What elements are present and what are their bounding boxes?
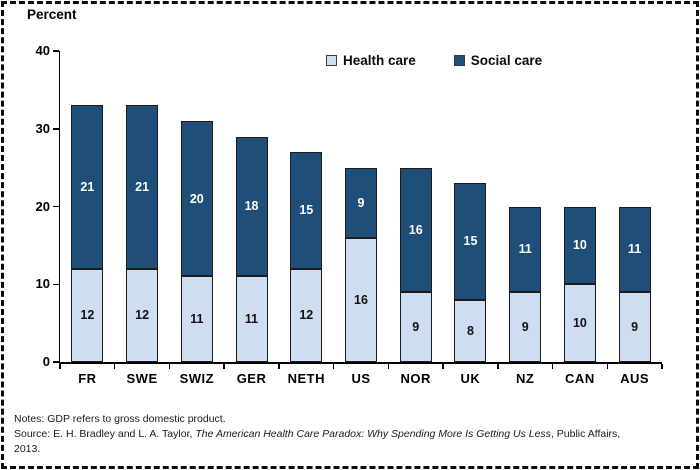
bar-NOR-social-value: 16 <box>408 222 423 237</box>
bar-GER-health-segment: 11 <box>235 276 268 362</box>
y-tick-30 <box>53 128 59 130</box>
bar-UK-health-segment: 8 <box>454 299 487 362</box>
source-year: 2013. <box>14 443 41 455</box>
bar-NZ-social-segment: 11 <box>509 206 542 293</box>
legend-label-social-care: Social care <box>470 53 543 68</box>
x-axis-line <box>58 362 662 364</box>
x-label-NOR: NOR <box>400 371 431 386</box>
legend: Health care Social care <box>326 53 542 68</box>
x-label-FR: FR <box>78 371 97 386</box>
bar-AUS-social-segment: 11 <box>618 206 651 293</box>
bar-UK-health-value: 8 <box>466 323 474 338</box>
bar-CAN-social-segment: 10 <box>563 206 596 285</box>
y-axis-title: Percent <box>27 7 77 22</box>
source-book-title: The American Health Care Paradox: Why Sp… <box>195 428 551 440</box>
x-tick-2 <box>168 363 171 369</box>
y-tick-label-40: 40 <box>35 43 50 58</box>
bar-NOR-health-segment: 9 <box>399 292 432 362</box>
x-tick-3 <box>223 363 225 369</box>
bar-SWIZ-health-value: 11 <box>190 312 204 327</box>
source-prefix: Source: E. H. Bradley and L. A. Taylor, <box>14 428 196 440</box>
bar-NZ-health-segment: 9 <box>509 292 542 362</box>
bar-SWIZ-social-value: 20 <box>189 191 204 206</box>
y-tick-0 <box>53 361 59 363</box>
bar-SWE-social-value: 21 <box>135 180 150 195</box>
y-tick-label-10: 10 <box>35 276 50 292</box>
bar-AUS-health-value: 9 <box>631 320 639 334</box>
legend-item-social-care: Social care <box>453 53 543 68</box>
x-tick-1 <box>113 363 116 369</box>
x-label-UK: UK <box>460 371 481 386</box>
bar-SWE-health-segment: 12 <box>126 268 159 362</box>
bar-SWIZ-social-segment: 20 <box>180 120 213 277</box>
bar-GER-health-value: 11 <box>244 312 259 327</box>
bar-FR-social-value: 21 <box>80 180 95 195</box>
bar-NOR-social-segment: 16 <box>399 167 432 293</box>
x-tick-6 <box>387 363 390 369</box>
bar-SWIZ-health-segment: 11 <box>180 276 213 362</box>
x-tick-0 <box>59 363 61 369</box>
y-tick-40 <box>53 50 59 52</box>
bar-CAN-social-value: 10 <box>572 238 587 253</box>
y-tick-label-0: 0 <box>42 354 50 369</box>
notes-line: Notes: GDP refers to gross domestic prod… <box>14 413 226 425</box>
bar-UK-social-value: 15 <box>463 234 478 249</box>
footnotes: Notes: GDP refers to gross domestic prod… <box>14 412 686 457</box>
legend-label-health-care: Health care <box>343 53 416 68</box>
x-tick-5 <box>332 363 335 369</box>
bar-SWE-social-segment: 21 <box>126 105 159 269</box>
bar-CAN-health-segment: 10 <box>563 284 596 362</box>
bar-GER-social-value: 18 <box>244 199 259 214</box>
x-label-SWIZ: SWIZ <box>179 371 215 386</box>
bar-NETH-health-segment: 12 <box>290 268 323 362</box>
legend-item-health-care: Health care <box>326 53 416 68</box>
x-tick-7 <box>442 363 444 369</box>
bar-FR-social-segment: 21 <box>71 105 104 269</box>
x-tick-4 <box>278 363 280 369</box>
y-tick-label-20: 20 <box>35 198 50 214</box>
bar-NETH-health-value: 12 <box>299 308 314 323</box>
x-tick-11 <box>661 363 663 369</box>
y-tick-20 <box>53 205 59 208</box>
x-label-NETH: NETH <box>287 371 325 386</box>
x-label-AUS: AUS <box>620 371 650 386</box>
y-tick-10 <box>53 283 59 285</box>
x-label-CAN: CAN <box>565 371 595 386</box>
bar-US-social-segment: 9 <box>345 167 377 238</box>
bar-AUS-health-segment: 9 <box>618 292 651 362</box>
bar-NZ-social-value: 11 <box>518 242 532 257</box>
bar-AUS-social-value: 11 <box>628 242 642 257</box>
x-label-NZ: NZ <box>516 371 535 386</box>
y-tick-label-30: 30 <box>35 120 50 136</box>
bar-NOR-health-value: 9 <box>412 320 420 334</box>
bar-NZ-health-value: 9 <box>521 320 529 334</box>
x-tick-8 <box>497 363 499 369</box>
y-axis-line <box>58 51 60 362</box>
bar-FR-health-value: 12 <box>80 308 95 323</box>
x-label-GER: GER <box>236 371 267 386</box>
bar-SWE-health-value: 12 <box>135 308 150 323</box>
bar-US-health-segment: 16 <box>345 237 377 362</box>
bar-US-health-value: 16 <box>354 292 368 307</box>
x-tick-9 <box>551 363 554 369</box>
health-care-swatch-icon <box>326 55 337 66</box>
bar-GER-social-segment: 18 <box>235 136 268 277</box>
x-label-SWE: SWE <box>126 371 158 386</box>
social-care-swatch-icon <box>453 55 465 66</box>
x-label-US: US <box>351 371 371 386</box>
bar-CAN-health-value: 10 <box>572 316 587 331</box>
bar-FR-health-segment: 12 <box>71 268 104 362</box>
source-suffix: , Public Affairs, <box>550 428 621 440</box>
bar-NETH-social-segment: 15 <box>290 152 323 269</box>
source-line: Source: E. H. Bradley and L. A. Taylor, … <box>14 427 686 442</box>
bar-US-social-value: 9 <box>357 195 365 210</box>
bar-NETH-social-value: 15 <box>299 203 314 218</box>
x-tick-10 <box>606 363 609 369</box>
bar-UK-social-segment: 15 <box>454 183 487 300</box>
